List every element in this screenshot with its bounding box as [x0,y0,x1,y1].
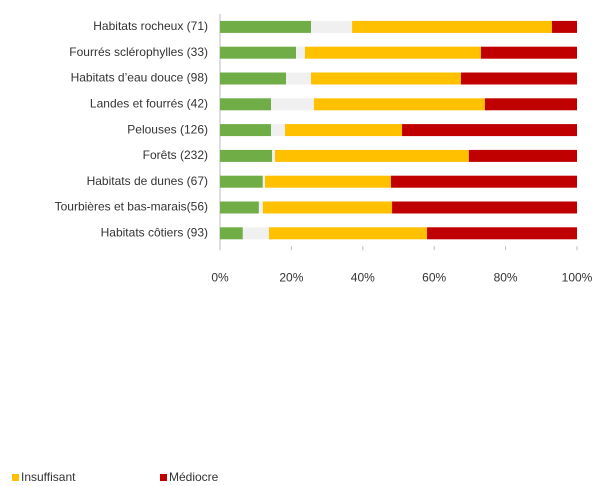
x-tick-label: 0% [211,270,229,284]
bar-segment [304,46,481,59]
bar-segment [296,46,305,59]
legend-label: Médiocre [169,470,219,484]
bar-segment [311,20,353,33]
bar-segment [480,46,577,59]
bar-segment [484,98,577,111]
y-tick-label: Fourrés sclérophylles (33) [69,45,208,59]
bar-segment [220,124,272,137]
bar-segment [271,124,285,137]
bar-segment [391,175,577,188]
bar-segment [220,227,243,240]
bar-segment [220,201,259,214]
bar-segment [220,46,297,59]
bar-segment [220,175,263,188]
y-tick-label: Tourbières et bas-marais(56) [55,200,208,214]
bar-segment [268,227,428,240]
bar-segment [258,201,263,214]
y-tick-label: Habitats d’eau douce (98) [71,71,208,85]
x-tick-label: 80% [494,270,518,284]
bar-segment [242,227,269,240]
bar-segment [274,149,469,162]
bar-segment [220,149,273,162]
x-tick-label: 60% [422,270,446,284]
bar-segment [468,149,577,162]
bar-segment [352,20,553,33]
y-tick-label: Forêts (232) [143,148,208,162]
bar-segment [460,72,577,85]
bar-segment [402,124,577,137]
y-tick-label: Pelouses (126) [127,122,208,136]
bar-segment [220,98,272,111]
bar-segment [313,98,485,111]
y-tick-label: Habitats rocheux (71) [93,19,208,33]
bar-segment [286,72,312,85]
bar-segment [272,149,275,162]
bar-segment [262,175,265,188]
bar-segment [264,175,392,188]
bar-segment [262,201,393,214]
y-tick-label: Habitats de dunes (67) [87,174,208,188]
y-tick-label: Landes et fourrés (42) [90,96,208,110]
y-tick-label: Habitats côtiers (93) [101,225,208,239]
bar-segment [271,98,314,111]
legend-swatch [160,474,167,481]
bar-segment [311,72,461,85]
legend-label: Insuffisant [21,470,76,484]
x-tick-label: 20% [279,270,303,284]
legend-swatch [12,474,19,481]
bar-segment [284,124,403,137]
bar-segment [220,20,312,33]
bar-segment [552,20,577,33]
x-tick-label: 40% [351,270,375,284]
x-tick-label: 100% [562,270,593,284]
bar-segment [392,201,577,214]
bar-segment [427,227,577,240]
bar-segment [220,72,287,85]
